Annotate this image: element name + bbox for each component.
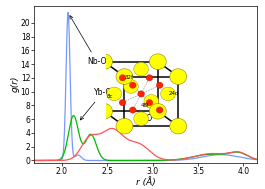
Text: 8c: 8c [107, 94, 113, 99]
Circle shape [119, 99, 126, 106]
Text: Bi-O: Bi-O [126, 114, 152, 132]
Circle shape [129, 107, 136, 113]
Circle shape [123, 80, 138, 93]
Circle shape [96, 104, 112, 119]
Circle shape [96, 54, 112, 70]
Circle shape [170, 69, 187, 84]
Circle shape [156, 82, 163, 88]
Circle shape [129, 82, 136, 88]
Circle shape [161, 87, 175, 101]
Circle shape [116, 118, 133, 134]
Text: 24d: 24d [169, 91, 179, 96]
Circle shape [156, 107, 163, 113]
Circle shape [144, 94, 159, 108]
Y-axis label: g(r): g(r) [10, 76, 19, 92]
X-axis label: r (Å): r (Å) [136, 177, 156, 187]
Circle shape [119, 75, 126, 81]
Circle shape [149, 54, 166, 70]
Circle shape [146, 75, 153, 81]
Text: 48i: 48i [141, 103, 150, 108]
Text: 32f: 32f [124, 75, 133, 80]
Text: Yb-O: Yb-O [80, 88, 112, 120]
Circle shape [134, 112, 148, 125]
Circle shape [138, 91, 144, 97]
Circle shape [134, 62, 148, 76]
Circle shape [170, 118, 187, 134]
Text: Nb-O: Nb-O [70, 16, 107, 66]
Circle shape [116, 69, 133, 84]
Circle shape [149, 104, 166, 119]
Circle shape [107, 87, 122, 101]
Circle shape [146, 99, 153, 106]
